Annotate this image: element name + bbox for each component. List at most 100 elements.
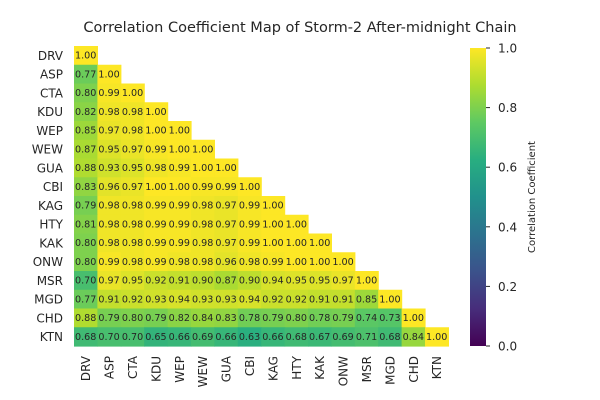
cell-value-label: 0.81 bbox=[75, 219, 96, 230]
heatmap-cell bbox=[167, 308, 192, 328]
heatmap-cell bbox=[378, 327, 403, 347]
heatmap-cell bbox=[331, 252, 356, 272]
heatmap-cell bbox=[74, 121, 98, 141]
cell-value-label: 0.99 bbox=[98, 257, 119, 268]
cell-value-label: 0.80 bbox=[122, 313, 143, 324]
heatmap-cell bbox=[284, 327, 309, 347]
cell-value-label: 0.98 bbox=[122, 238, 143, 249]
heatmap-cell bbox=[74, 308, 98, 328]
column-label: MGD bbox=[383, 356, 397, 385]
cell-value-label: 0.98 bbox=[122, 126, 143, 137]
heatmap-cell bbox=[144, 327, 169, 347]
cell-value-label: 0.99 bbox=[239, 219, 260, 230]
heatmap-cell bbox=[237, 308, 262, 328]
heatmap-cell bbox=[167, 139, 192, 160]
heatmap-cell bbox=[191, 196, 215, 216]
cell-value-label: 0.83 bbox=[215, 313, 236, 324]
cell-value-label: 0.78 bbox=[309, 313, 330, 324]
cell-value-label: 0.97 bbox=[215, 238, 236, 249]
cell-value-label: 0.98 bbox=[239, 257, 260, 268]
cell-value-label: 1.00 bbox=[379, 294, 400, 305]
heatmap-cell bbox=[191, 252, 215, 272]
cell-value-label: 0.91 bbox=[169, 276, 190, 287]
heatmap-cell bbox=[97, 271, 122, 291]
heatmap-cell bbox=[214, 289, 239, 310]
row-label: WEW bbox=[32, 143, 63, 157]
row-label: KDU bbox=[37, 105, 63, 119]
cell-value-label: 1.00 bbox=[145, 107, 166, 118]
cell-value-label: 0.79 bbox=[262, 313, 283, 324]
cell-value-label: 1.00 bbox=[262, 238, 283, 249]
cell-value-label: 0.99 bbox=[145, 144, 166, 155]
row-label: CBI bbox=[43, 180, 63, 194]
heatmap-cell bbox=[144, 233, 169, 253]
heatmap-cell bbox=[97, 214, 122, 235]
heatmap-cell bbox=[97, 196, 122, 216]
heatmap-cell bbox=[120, 308, 145, 328]
cell-value-label: 0.92 bbox=[145, 276, 166, 287]
cell-value-label: 0.66 bbox=[262, 332, 283, 343]
cell-value-label: 0.85 bbox=[356, 294, 377, 305]
heatmap-cell bbox=[261, 252, 286, 272]
heatmap-cell bbox=[74, 214, 98, 235]
heatmap-cell bbox=[144, 271, 169, 291]
heatmap-cell bbox=[284, 308, 309, 328]
heatmap-cell bbox=[97, 83, 122, 103]
cell-value-label: 0.70 bbox=[75, 276, 96, 287]
cell-value-label: 1.00 bbox=[332, 257, 353, 268]
heatmap-cell bbox=[144, 308, 169, 328]
row-label: DRV bbox=[38, 49, 64, 63]
heatmap-cell bbox=[214, 308, 239, 328]
cell-value-label: 0.98 bbox=[169, 257, 190, 268]
heatmap-cell bbox=[120, 121, 145, 141]
cell-value-label: 0.99 bbox=[215, 182, 236, 193]
heatmap-cell bbox=[191, 289, 215, 310]
heatmap-cell bbox=[237, 252, 262, 272]
cell-value-label: 0.99 bbox=[169, 163, 190, 174]
cell-value-label: 0.88 bbox=[75, 163, 96, 174]
heatmap-cell bbox=[97, 139, 122, 160]
column-label: KDU bbox=[149, 356, 163, 382]
cell-value-label: 0.97 bbox=[122, 144, 143, 155]
cell-value-label: 0.83 bbox=[75, 182, 96, 193]
heatmap-cell bbox=[120, 289, 145, 310]
cell-value-label: 0.97 bbox=[215, 201, 236, 212]
heatmap-cell bbox=[378, 308, 403, 328]
heatmap-cell bbox=[74, 64, 98, 85]
heatmap-cell bbox=[97, 233, 122, 253]
heatmap-cell bbox=[308, 289, 332, 310]
cell-value-label: 1.00 bbox=[215, 163, 236, 174]
heatmap-cell bbox=[167, 271, 192, 291]
heatmap-cell bbox=[214, 214, 239, 235]
heatmap-cell bbox=[144, 158, 169, 178]
cell-value-label: 1.00 bbox=[239, 182, 260, 193]
cell-value-label: 0.99 bbox=[192, 182, 213, 193]
cell-value-label: 1.00 bbox=[145, 126, 166, 137]
column-label: KAG bbox=[266, 356, 280, 381]
heatmap-cell bbox=[191, 271, 215, 291]
heatmap-cell bbox=[97, 121, 122, 141]
colorbar-tick-label: 0.6 bbox=[498, 161, 517, 175]
cell-value-label: 0.80 bbox=[286, 313, 307, 324]
heatmap-cell bbox=[97, 308, 122, 328]
row-label: CHD bbox=[36, 311, 63, 325]
cell-value-label: 1.00 bbox=[286, 257, 307, 268]
colorbar-tick-label: 0.2 bbox=[498, 280, 517, 294]
cell-value-label: 0.63 bbox=[239, 332, 260, 343]
cell-value-label: 0.95 bbox=[286, 276, 307, 287]
heatmap-cell bbox=[120, 83, 145, 103]
heatmap-cell bbox=[284, 271, 309, 291]
heatmap-cell bbox=[74, 196, 98, 216]
cell-value-label: 0.92 bbox=[286, 294, 307, 305]
column-label: GUA bbox=[220, 355, 234, 382]
heatmap-cell bbox=[237, 289, 262, 310]
heatmap-cell bbox=[354, 308, 379, 328]
heatmap-cell bbox=[74, 158, 98, 178]
cell-value-label: 0.79 bbox=[145, 313, 166, 324]
heatmap-cell bbox=[74, 139, 98, 160]
cell-value-label: 0.91 bbox=[309, 294, 330, 305]
column-label: CHD bbox=[407, 356, 421, 383]
column-label: ASP bbox=[103, 356, 117, 379]
heatmap-cell bbox=[120, 271, 145, 291]
cell-value-label: 0.88 bbox=[75, 313, 96, 324]
